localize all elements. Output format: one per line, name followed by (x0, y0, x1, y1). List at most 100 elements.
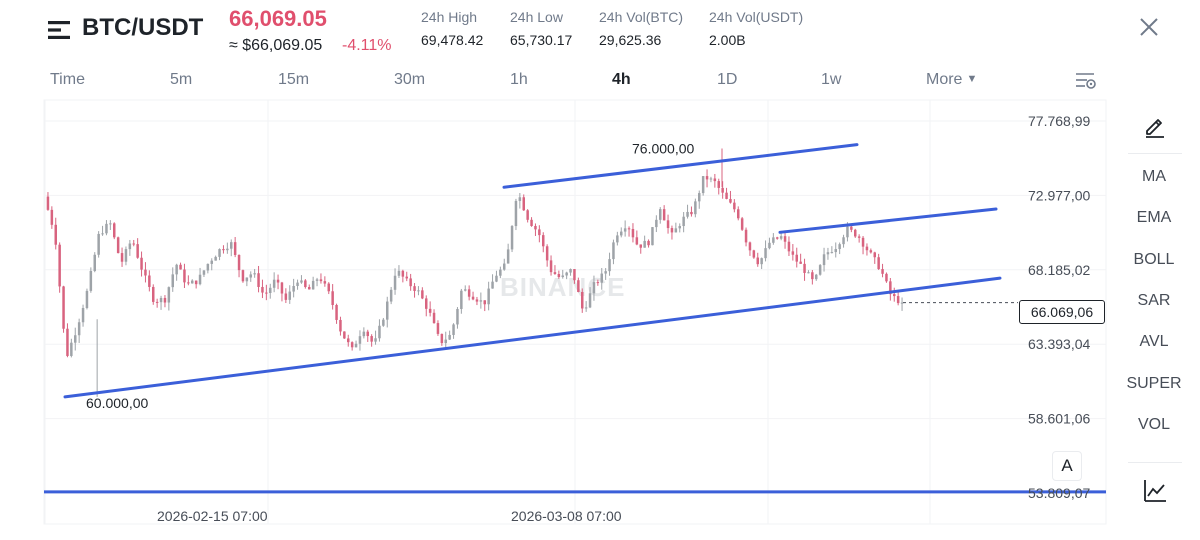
candle-body (467, 289, 471, 297)
trading-pair-title[interactable]: BTC/USDT (82, 14, 204, 41)
candle-body (666, 220, 670, 229)
candle-body (62, 286, 65, 329)
candle-body (549, 260, 553, 273)
candle-body (444, 339, 447, 344)
candle-body (311, 280, 315, 290)
tab-more[interactable]: More ▼ (926, 71, 977, 89)
candle-body (155, 301, 159, 303)
tab-1h[interactable]: 1h (510, 71, 528, 88)
candle-body (417, 290, 420, 292)
candle-body (284, 293, 288, 300)
tab-time[interactable]: Time (50, 71, 85, 88)
y-axis-label: 58.601,06 (1028, 411, 1090, 427)
candle-body (826, 252, 830, 255)
axis-labels: 77.768,99 72.977,00 68.185,02 63.393,04 58.6… (86, 113, 1090, 524)
tab-5m[interactable]: 5m (170, 71, 193, 88)
candle-body (542, 235, 545, 247)
candle-body (721, 187, 724, 193)
candle-body (596, 282, 600, 284)
candle-body (187, 282, 190, 284)
tab-4h[interactable]: 4h (612, 71, 631, 88)
indicator-super-button[interactable]: SUPER (1126, 375, 1182, 392)
candle-body (109, 223, 112, 225)
candle-body (257, 273, 260, 287)
candle-body (382, 319, 385, 326)
candle-body (873, 252, 876, 258)
candle-body (846, 226, 849, 238)
candle-body (877, 257, 880, 270)
indicator-vol-button[interactable]: VOL (1137, 416, 1170, 433)
candle-body (343, 331, 346, 339)
candle-body (292, 285, 295, 292)
candle-body (752, 250, 756, 258)
candle-body (639, 244, 642, 248)
candle-body (772, 237, 775, 243)
low-annotation: 60.000,00 (86, 395, 148, 411)
candle-body (50, 209, 54, 225)
trendlines (44, 143, 1106, 494)
candle-body (811, 272, 814, 280)
drawing-pencil-icon[interactable] (1143, 114, 1167, 138)
depth-chart-icon[interactable] (1142, 478, 1168, 504)
close-icon[interactable] (1138, 16, 1160, 38)
stat-value-24h-high: 69,478.42 (421, 32, 484, 48)
candle-body (678, 226, 681, 229)
candle-body (81, 308, 85, 323)
auto-scale-button[interactable]: A (1052, 451, 1082, 481)
candle-body (647, 240, 650, 246)
candle-body (760, 258, 763, 265)
candle-body (202, 270, 206, 275)
candle-body (670, 228, 674, 233)
candle-body (600, 273, 603, 283)
candle-body (300, 280, 303, 283)
candle-body (573, 269, 576, 281)
candle-body (93, 254, 96, 271)
chart-settings-icon[interactable] (1074, 70, 1098, 92)
candle-body (77, 322, 81, 336)
candle-body (713, 178, 717, 182)
chart-grid (43, 99, 1107, 525)
tab-1d[interactable]: 1D (717, 71, 738, 88)
candle-body (842, 237, 845, 245)
candle-body (803, 263, 806, 273)
candle-body (834, 249, 837, 253)
candle-body (393, 275, 397, 290)
candle-body (506, 249, 510, 264)
candle-body (776, 237, 779, 239)
candle-body (315, 279, 319, 281)
menu-icon[interactable] (48, 20, 72, 40)
usd-value: ≈ $66,069.05 (229, 37, 323, 54)
tab-30m[interactable]: 30m (394, 71, 426, 88)
candle-body (54, 224, 57, 245)
candle-body (889, 281, 892, 295)
candle-body (136, 244, 139, 258)
candle-body (865, 246, 869, 251)
indicator-boll-button[interactable]: BOLL (1133, 251, 1175, 268)
candle-body (339, 319, 342, 332)
indicator-avl-button[interactable]: AVL (1139, 333, 1169, 350)
indicator-sar-button[interactable]: SAR (1137, 292, 1171, 309)
candle-body (261, 286, 264, 293)
candle-body (308, 287, 311, 290)
tab-15m[interactable]: 15m (278, 71, 310, 88)
candle-body (869, 250, 873, 253)
candle-body (214, 256, 217, 261)
indicator-ema-button[interactable]: EMA (1136, 209, 1172, 226)
candle-body (436, 323, 440, 334)
caret-down-icon: ▼ (966, 73, 978, 85)
candlestick-chart[interactable]: BINANCE 77.768,9972.977,0068.185,0263.39… (0, 0, 1108, 540)
candle-body (323, 281, 327, 284)
candle-body (85, 290, 89, 309)
mid-channel-trendline (778, 207, 998, 234)
candle-body (643, 240, 646, 248)
candle-body (362, 331, 366, 337)
candle-body (113, 223, 116, 238)
candle-body (616, 235, 619, 243)
candle-body (701, 176, 705, 194)
tab-1w[interactable]: 1w (821, 71, 842, 88)
candle-body (409, 278, 412, 287)
candle-body (405, 276, 408, 279)
candle-body (241, 270, 245, 282)
indicator-ma-button[interactable]: MA (1142, 168, 1166, 185)
candle-body (358, 336, 362, 344)
